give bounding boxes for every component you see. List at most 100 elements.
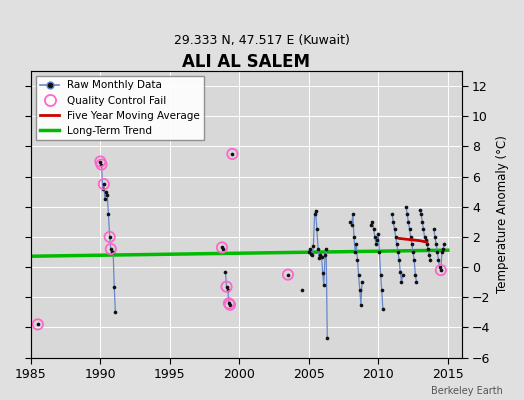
Point xyxy=(412,279,421,285)
Point xyxy=(358,279,366,285)
Point xyxy=(226,302,234,308)
Point xyxy=(434,256,443,263)
Point xyxy=(110,284,118,290)
Point xyxy=(34,321,42,328)
Point xyxy=(424,246,432,252)
Point xyxy=(374,231,383,237)
Point xyxy=(420,234,429,240)
Point xyxy=(100,181,108,187)
Point xyxy=(102,188,111,195)
Point xyxy=(436,267,445,273)
Point xyxy=(315,255,323,261)
Point xyxy=(432,241,440,248)
Point xyxy=(314,246,322,252)
Point xyxy=(111,309,119,316)
Point xyxy=(438,249,446,255)
Point xyxy=(106,246,115,252)
Point xyxy=(313,226,321,232)
Point xyxy=(439,246,447,252)
Point xyxy=(321,252,329,258)
Point xyxy=(373,237,381,243)
Point xyxy=(308,252,316,258)
Point xyxy=(390,226,399,232)
Point xyxy=(410,256,418,263)
Point xyxy=(402,204,410,210)
Point xyxy=(409,249,417,255)
Point xyxy=(224,286,232,293)
Point xyxy=(394,249,402,255)
Point xyxy=(433,249,442,255)
Point xyxy=(105,234,114,240)
Point xyxy=(97,161,106,168)
Point xyxy=(322,246,330,252)
Point xyxy=(418,219,427,225)
Point xyxy=(431,234,439,240)
Point xyxy=(310,211,319,218)
Point xyxy=(96,158,105,165)
Point xyxy=(404,219,412,225)
Point xyxy=(436,267,445,273)
Point xyxy=(348,211,357,218)
Point xyxy=(397,279,406,285)
Point xyxy=(353,256,362,263)
Point xyxy=(395,256,403,263)
Point xyxy=(351,249,359,255)
Point xyxy=(408,241,416,248)
Point xyxy=(225,300,233,306)
Point xyxy=(396,268,405,275)
Text: 29.333 N, 47.517 E (Kuwait): 29.333 N, 47.517 E (Kuwait) xyxy=(174,34,350,47)
Point xyxy=(99,186,107,192)
Point xyxy=(368,219,377,225)
Point xyxy=(284,272,292,278)
Point xyxy=(106,246,115,252)
Point xyxy=(419,226,428,232)
Point xyxy=(417,211,425,218)
Point xyxy=(416,206,424,213)
Text: Berkeley Earth: Berkeley Earth xyxy=(431,386,503,396)
Point xyxy=(367,222,376,228)
Point xyxy=(430,226,438,232)
Point xyxy=(96,158,105,165)
Point xyxy=(320,282,328,288)
Point xyxy=(97,161,106,168)
Point xyxy=(323,335,332,341)
Point xyxy=(226,302,234,308)
Point xyxy=(406,226,414,232)
Point xyxy=(312,208,320,214)
Point xyxy=(425,252,433,258)
Point xyxy=(350,234,358,240)
Point xyxy=(347,222,356,228)
Point xyxy=(218,244,226,251)
Point xyxy=(219,246,227,252)
Point xyxy=(403,211,411,218)
Point xyxy=(222,284,231,290)
Y-axis label: Temperature Anomaly (°C): Temperature Anomaly (°C) xyxy=(496,135,509,293)
Point xyxy=(352,241,361,248)
Point xyxy=(309,243,318,249)
Point xyxy=(34,321,42,328)
Point xyxy=(440,241,449,248)
Point xyxy=(376,272,385,278)
Point xyxy=(307,250,315,257)
Point xyxy=(108,249,116,255)
Point xyxy=(398,272,407,278)
Point xyxy=(221,268,230,275)
Point xyxy=(103,192,112,198)
Point xyxy=(372,241,380,248)
Point xyxy=(435,264,444,270)
Point xyxy=(228,151,236,157)
Point xyxy=(388,211,396,218)
Point xyxy=(305,246,314,252)
Legend: Raw Monthly Data, Quality Control Fail, Five Year Moving Average, Long-Term Tren: Raw Monthly Data, Quality Control Fail, … xyxy=(36,76,204,140)
Point xyxy=(105,234,114,240)
Point xyxy=(369,226,378,232)
Point xyxy=(284,272,292,278)
Point xyxy=(407,234,415,240)
Point xyxy=(222,284,231,290)
Point xyxy=(304,249,313,255)
Point xyxy=(411,272,420,278)
Point xyxy=(228,151,236,157)
Title: ALI AL SALEM: ALI AL SALEM xyxy=(182,53,310,71)
Point xyxy=(109,249,117,255)
Point xyxy=(100,181,108,187)
